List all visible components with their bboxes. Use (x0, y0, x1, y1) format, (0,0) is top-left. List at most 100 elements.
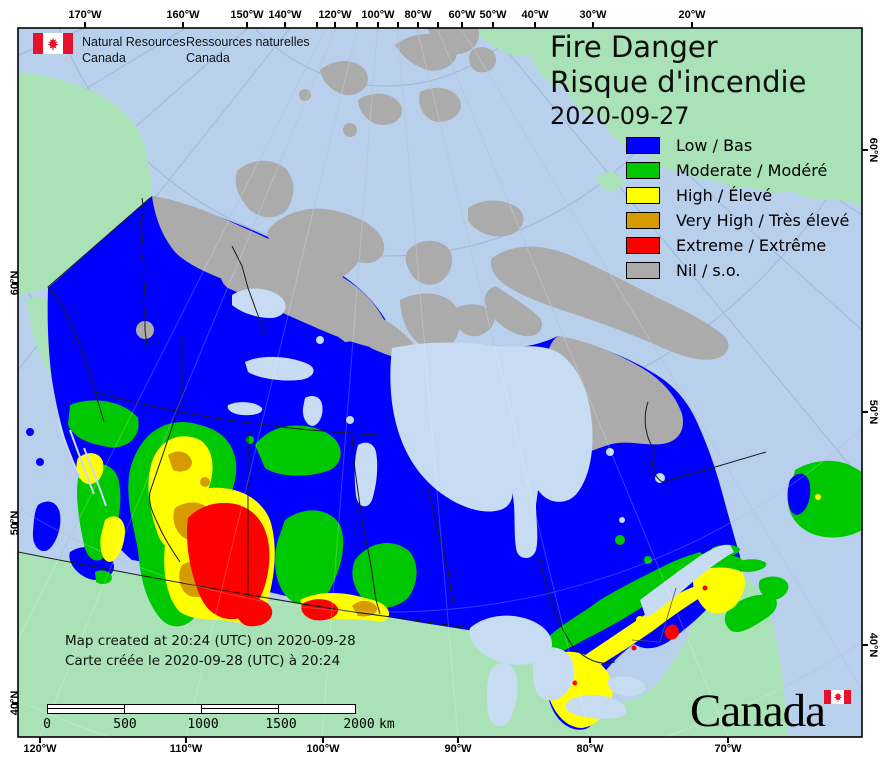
legend-row-nil: Nil / s.o. (626, 260, 849, 280)
legend: Low / Bas Moderate / Modéré High / Élevé… (626, 136, 849, 286)
lake-ontario (607, 676, 646, 696)
map-created-text: Map created at 20:24 (UTC) on 2020-09-28… (65, 631, 356, 671)
legend-swatch-extreme (626, 236, 660, 254)
canada-low-base (47, 196, 742, 730)
st-lawrence-corridor (575, 584, 706, 671)
scale-bar-labels: 0 500 1000 1500 2000 km (43, 717, 395, 732)
greenland-islet (598, 172, 624, 191)
axis-label: 170°W (68, 9, 102, 21)
lake-superior (469, 615, 552, 665)
axis-label: 150°W (230, 9, 264, 21)
tick-marks (12, 22, 868, 743)
legend-label: High / Élevé (676, 185, 773, 205)
legend-row-high: High / Élevé (626, 185, 849, 205)
nova-scotia (724, 594, 777, 633)
created-en: Map created at 20:24 (UTC) on 2020-09-28 (65, 633, 356, 649)
60n-border (95, 391, 393, 437)
lake-athabasca (227, 402, 263, 416)
axis-label: 140°W (268, 9, 302, 21)
great-slave-lake (245, 356, 314, 381)
canada-flag-icon (33, 33, 73, 54)
bc-ab-border (149, 336, 184, 563)
axis-label: 110°W (169, 743, 203, 755)
southampton (452, 304, 495, 337)
keewatin (340, 300, 419, 361)
maple-leaf-icon (47, 37, 59, 50)
axis-label: 120°W (23, 743, 57, 755)
axis-label: 40°N (9, 690, 21, 716)
axis-label: 120°W (318, 9, 352, 21)
map-frame (17, 27, 863, 738)
scale-bar-segments (47, 704, 359, 714)
axis-label: 20°W (678, 9, 706, 21)
ellesmere (428, 28, 480, 55)
pei (734, 559, 767, 572)
us-border-west (18, 551, 471, 629)
legend-swatch-nil (626, 261, 660, 279)
cape-breton (758, 576, 789, 600)
montreal-red (664, 624, 679, 640)
scale-label: 1000 (187, 717, 219, 732)
new-brunswick (693, 567, 745, 614)
axis-label: 160°W (166, 9, 200, 21)
legend-label: Low / Bas (676, 135, 753, 155)
maple-leaf-icon (833, 692, 842, 702)
axis-label: 60°N (9, 270, 21, 296)
baffin (490, 246, 729, 360)
devon (468, 200, 524, 237)
on-qc-border (539, 559, 616, 664)
logo-text-en: Natural Resources Canada (82, 35, 186, 65)
scale-label: 1500 (265, 717, 297, 732)
st-lawrence-estuary (640, 544, 734, 618)
legend-swatch-very-high (626, 211, 660, 229)
scale-label: 500 (113, 717, 137, 732)
yukon-nwt-border (139, 197, 148, 347)
sk-mb-border (351, 435, 381, 615)
title-date: 2020-09-27 (550, 101, 690, 130)
boothia (400, 293, 460, 349)
legend-swatch-high (626, 186, 660, 204)
qei-4 (418, 87, 461, 122)
axis-label: 70°W (714, 743, 742, 755)
fjord-streaks (57, 419, 107, 507)
axis-label: 80°W (576, 743, 604, 755)
great-bear-lake (232, 288, 286, 318)
newfoundland-low-patch (787, 473, 811, 515)
created-fr: Carte créée le 2020-09-28 (UTC) à 20:24 (65, 653, 341, 669)
axis-label: 90°W (444, 743, 472, 755)
hudson-bay (390, 342, 593, 559)
alaska (18, 72, 152, 296)
qei-1 (320, 61, 368, 96)
scale-label: 0 (43, 717, 51, 732)
map-title: Fire Danger Risque d'incendie 2020-09-27 (550, 30, 806, 130)
legend-label: Nil / s.o. (676, 260, 741, 280)
axis-label: 40°W (521, 9, 549, 21)
scale-unit: km (379, 717, 395, 732)
alaska-yukon-border (47, 197, 151, 423)
axis-label: 100°W (306, 743, 340, 755)
title-en: Fire Danger (550, 30, 718, 64)
axis-label: 30°W (579, 9, 607, 21)
axis-label: 60°W (448, 9, 476, 21)
axis-label: 80°W (404, 9, 432, 21)
legend-label: Extreme / Extrême (676, 235, 827, 255)
scale-bar: 0 500 1000 1500 2000 km (43, 704, 395, 732)
boundaries (18, 197, 767, 664)
victoria-island (267, 208, 385, 283)
haida-gwaii (32, 501, 61, 552)
scale-label: 2000 (343, 717, 375, 732)
legend-row-moderate: Moderate / Modéré (626, 160, 849, 180)
somerset (405, 240, 453, 285)
axis-label: 50°W (479, 9, 507, 21)
nwt-nunavut-border (231, 245, 267, 337)
legend-row-very-high: Very High / Très élevé (626, 211, 849, 230)
us-border-east (631, 587, 677, 643)
axis-label: 50°N (867, 399, 879, 425)
inner-water (227, 288, 734, 727)
legend-swatch-moderate (626, 161, 660, 179)
greenland (470, 28, 862, 205)
legend-label: Moderate / Modéré (676, 160, 828, 180)
foxe-peninsula (484, 286, 543, 337)
